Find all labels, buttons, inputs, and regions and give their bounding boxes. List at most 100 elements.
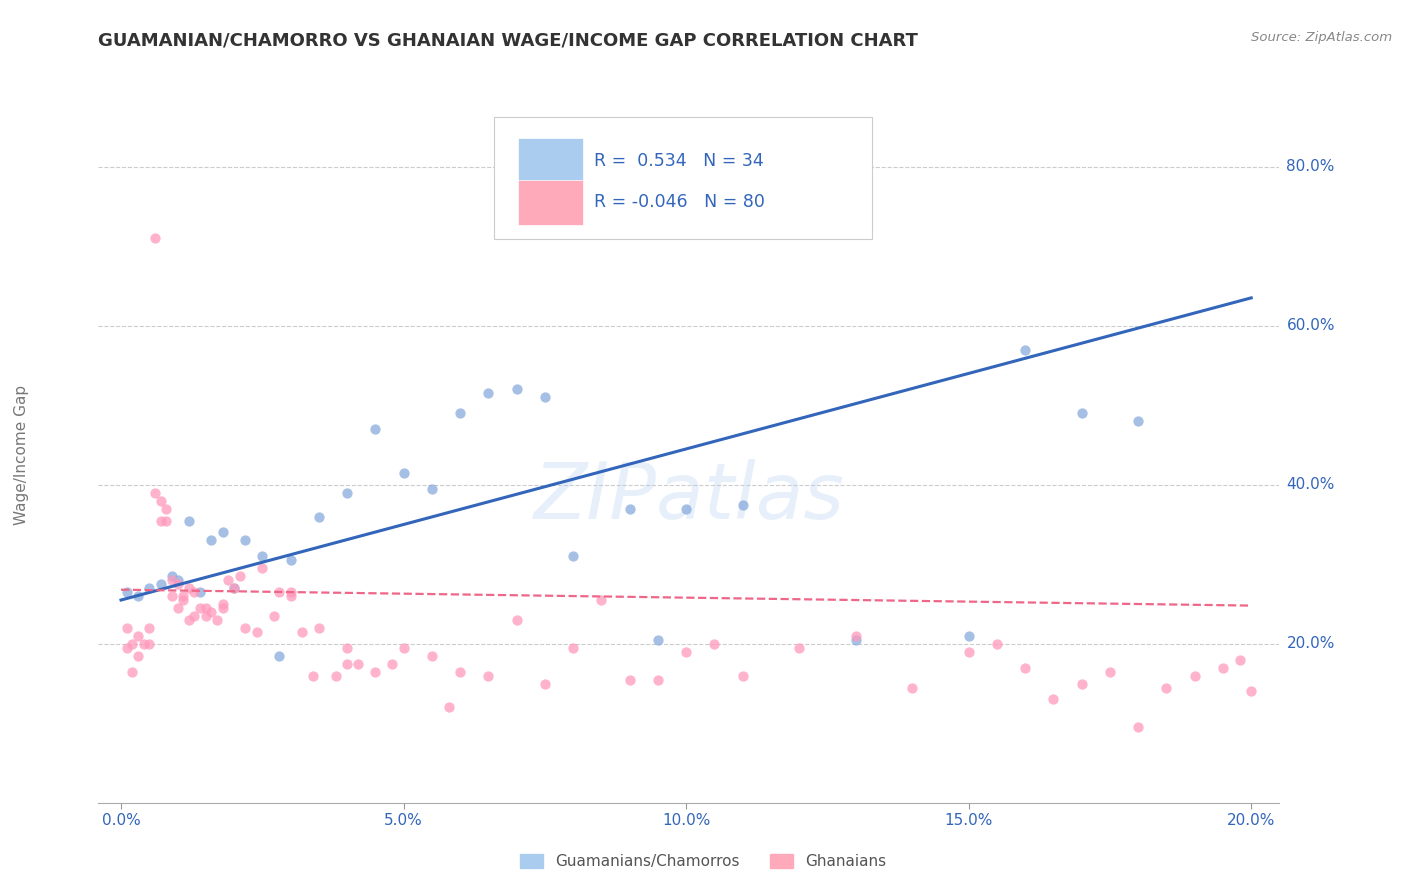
Point [505, 613, 527, 627]
Point [477, 386, 499, 401]
Point [336, 640, 359, 655]
Point [364, 422, 387, 436]
Point [127, 629, 149, 643]
Text: R =  0.534   N = 34: R = 0.534 N = 34 [595, 152, 765, 169]
Point [336, 485, 359, 500]
Point [138, 637, 160, 651]
Point [1042, 692, 1064, 706]
Point [222, 581, 245, 595]
Point [263, 609, 285, 624]
Point [731, 668, 754, 682]
Point [155, 501, 177, 516]
Point [291, 624, 314, 639]
Point [449, 665, 471, 679]
Point [280, 589, 302, 603]
Point [901, 681, 924, 695]
Point [420, 648, 443, 663]
Point [143, 485, 166, 500]
Point [420, 482, 443, 496]
Point [392, 640, 415, 655]
Point [986, 637, 1008, 651]
Point [619, 501, 641, 516]
FancyBboxPatch shape [494, 118, 872, 239]
Point [149, 577, 172, 591]
Point [269, 585, 291, 599]
Point [647, 632, 669, 647]
Point [591, 593, 613, 607]
Point [280, 585, 302, 599]
Point [132, 637, 155, 651]
Point [302, 668, 325, 682]
Point [505, 382, 527, 396]
Text: Wage/Income Gap: Wage/Income Gap [14, 384, 28, 525]
Point [787, 640, 810, 655]
Point [703, 637, 725, 651]
Point [1212, 660, 1234, 674]
Point [217, 573, 239, 587]
Point [731, 498, 754, 512]
Point [160, 573, 183, 587]
Point [1014, 343, 1036, 357]
Point [562, 640, 585, 655]
Point [347, 657, 370, 671]
Text: R = -0.046   N = 80: R = -0.046 N = 80 [595, 194, 765, 211]
Text: 80.0%: 80.0% [1286, 159, 1334, 174]
Point [534, 676, 557, 690]
Text: ZIPatlas: ZIPatlas [533, 458, 845, 534]
Point [619, 673, 641, 687]
Point [392, 466, 415, 480]
Point [280, 553, 302, 567]
Point [200, 533, 222, 548]
Text: 60.0%: 60.0% [1286, 318, 1334, 334]
Point [269, 648, 291, 663]
Point [149, 514, 172, 528]
Point [177, 514, 200, 528]
Point [172, 589, 194, 603]
Point [1240, 684, 1263, 698]
Point [1156, 681, 1178, 695]
Point [562, 549, 585, 564]
Point [149, 493, 172, 508]
Point [166, 577, 188, 591]
Point [675, 645, 697, 659]
Point [160, 589, 183, 603]
Point [121, 637, 143, 651]
Point [325, 668, 347, 682]
Point [957, 629, 980, 643]
Point [647, 673, 669, 687]
Point [336, 657, 359, 671]
Text: Source: ZipAtlas.com: Source: ZipAtlas.com [1251, 31, 1392, 45]
Point [845, 629, 868, 643]
Point [211, 601, 233, 615]
Point [381, 657, 404, 671]
Point [127, 648, 149, 663]
Point [252, 561, 274, 575]
Point [957, 645, 980, 659]
Point [211, 597, 233, 611]
Point [477, 668, 499, 682]
Point [1128, 414, 1150, 428]
Point [1070, 406, 1092, 420]
Point [166, 573, 188, 587]
Point [211, 525, 233, 540]
Point [188, 585, 211, 599]
Point [121, 665, 143, 679]
Point [233, 621, 256, 635]
Point [449, 406, 471, 420]
Point [252, 549, 274, 564]
Point [138, 621, 160, 635]
Point [143, 231, 166, 245]
Point [364, 665, 387, 679]
Point [437, 700, 460, 714]
Point [194, 601, 217, 615]
Point [138, 581, 160, 595]
Point [1014, 660, 1036, 674]
Text: GUAMANIAN/CHAMORRO VS GHANAIAN WAGE/INCOME GAP CORRELATION CHART: GUAMANIAN/CHAMORRO VS GHANAIAN WAGE/INCO… [98, 31, 918, 49]
Point [194, 609, 217, 624]
Point [166, 601, 188, 615]
Point [233, 533, 256, 548]
Point [1184, 668, 1206, 682]
Text: 40.0%: 40.0% [1286, 477, 1334, 492]
Point [172, 593, 194, 607]
Point [308, 509, 330, 524]
